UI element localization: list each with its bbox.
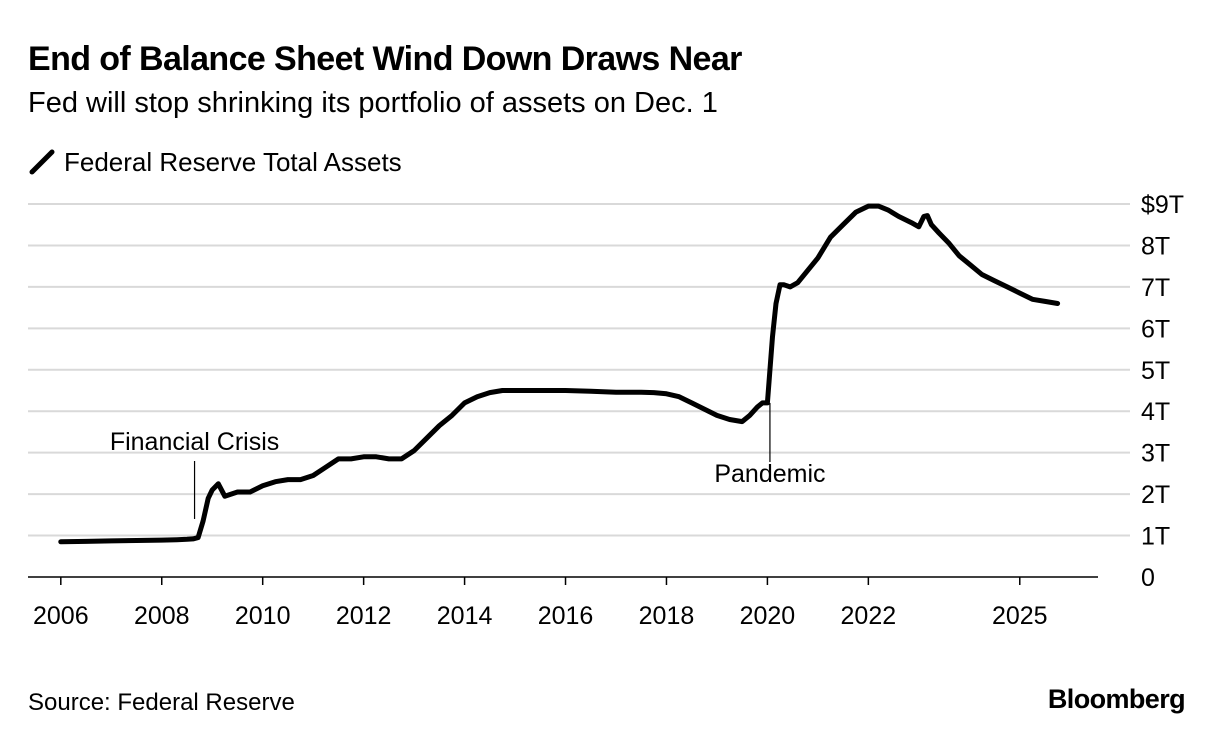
chart-subtitle: Fed will stop shrinking its portfolio of… bbox=[28, 87, 718, 119]
y-tick-label: 7T bbox=[1141, 274, 1170, 302]
y-tick-label: 5T bbox=[1141, 357, 1170, 385]
annotations: Financial Crisis Pandemic bbox=[110, 402, 826, 519]
y-tick-label: 0 bbox=[1141, 564, 1155, 592]
line-chart: 2006 2008 2010 2012 2014 2016 2018 2020 2022 2025… bbox=[28, 191, 1184, 630]
x-tick-label: 2020 bbox=[740, 602, 796, 630]
x-tick-label: 2022 bbox=[841, 602, 897, 630]
x-tick-label: 2006 bbox=[33, 602, 89, 630]
legend-line-icon bbox=[29, 149, 55, 175]
x-tick-label: 2008 bbox=[134, 602, 190, 630]
y-tick-label: $9T bbox=[1141, 191, 1184, 219]
y-tick-label: 2T bbox=[1141, 481, 1170, 509]
series-line-total-assets bbox=[58, 203, 1061, 545]
x-axis: 2006 2008 2010 2012 2014 2016 2018 2020 2022 2025 bbox=[33, 577, 1048, 630]
x-tick-label: 2010 bbox=[235, 602, 291, 630]
x-tick-label: 2016 bbox=[538, 602, 594, 630]
x-tick-label: 2014 bbox=[437, 602, 493, 630]
annotation-pandemic: Pandemic bbox=[714, 460, 825, 488]
source-note: Source: Federal Reserve bbox=[28, 689, 295, 716]
x-tick-label: 2012 bbox=[336, 602, 392, 630]
annotation-financial-crisis: Financial Crisis bbox=[110, 428, 279, 456]
legend-label: Federal Reserve Total Assets bbox=[64, 146, 402, 177]
series bbox=[58, 203, 1061, 545]
y-tick-label: 6T bbox=[1141, 315, 1170, 343]
y-tick-label: 1T bbox=[1141, 523, 1170, 551]
y-tick-label: 8T bbox=[1141, 232, 1170, 260]
x-tick-label: 2018 bbox=[639, 602, 695, 630]
chart-title: End of Balance Sheet Wind Down Draws Nea… bbox=[28, 40, 742, 78]
y-tick-label: 3T bbox=[1141, 440, 1170, 468]
y-axis: 0 1T 2T 3T 4T 5T 6T 7T 8T $9T bbox=[1141, 191, 1184, 592]
legend: Federal Reserve Total Assets bbox=[28, 146, 402, 178]
grid-lines bbox=[28, 203, 1130, 537]
y-tick-label: 4T bbox=[1141, 398, 1170, 426]
x-tick-label: 2025 bbox=[992, 602, 1048, 630]
bloomberg-logo: Bloomberg bbox=[1047, 684, 1186, 714]
